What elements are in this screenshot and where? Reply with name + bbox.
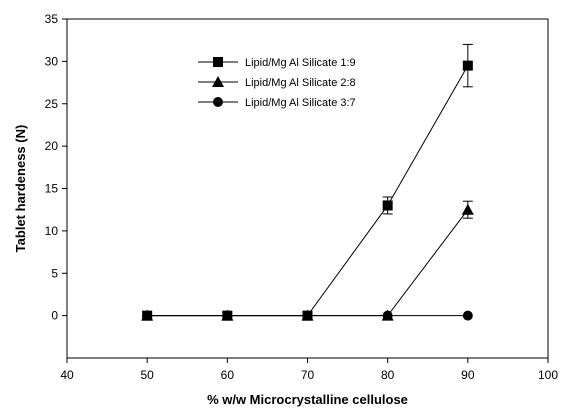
- x-tick-label: 50: [140, 368, 154, 382]
- x-tick-label: 40: [60, 368, 74, 382]
- x-tick-label: 80: [381, 368, 395, 382]
- legend-label: Lipid/Mg Al Silicate 2:8: [245, 77, 356, 89]
- x-tick-label: 70: [301, 368, 315, 382]
- y-tick-label: 0: [51, 309, 58, 323]
- y-tick-label: 5: [51, 266, 58, 280]
- legend: Lipid/Mg Al Silicate 1:9 Lipid/Mg Al Sili…: [198, 57, 356, 109]
- y-tick-label: 10: [45, 224, 59, 238]
- data-point: [461, 203, 474, 215]
- plot-frame: [66, 18, 549, 359]
- data-point: [222, 310, 233, 321]
- series-2: [141, 200, 474, 321]
- x-axis-title: % w/w Microcrystalline cellulose: [207, 392, 408, 407]
- x-tick-label: 60: [221, 368, 235, 382]
- legend-label: Lipid/Mg Al Silicate 1:9: [245, 57, 356, 69]
- legend-item-1: Lipid/Mg Al Silicate 1:9: [198, 57, 356, 69]
- data-point: [302, 310, 313, 321]
- series-layer: [141, 43, 474, 321]
- legend-marker: [213, 97, 223, 107]
- data-point: [462, 60, 473, 71]
- series-3: [142, 310, 473, 321]
- y-tick-label: 20: [45, 139, 59, 153]
- y-axis-title: Tablet hardeness (N): [13, 125, 28, 253]
- legend-marker: [212, 76, 224, 87]
- legend-item-3: Lipid/Mg Al Silicate 3:7: [198, 97, 356, 109]
- legend-item-2: Lipid/Mg Al Silicate 2:8: [198, 76, 356, 89]
- series-line: [147, 209, 469, 317]
- y-tick-label: 30: [45, 54, 59, 68]
- y-tick-label: 25: [45, 97, 59, 111]
- axis-ticks: 40 50 60 70 80 90 100 0 5 10 15 20 25 30 35: [45, 12, 559, 382]
- data-point: [382, 200, 393, 211]
- y-tick-label: 15: [45, 182, 59, 196]
- x-tick-label: 90: [461, 368, 475, 382]
- data-point: [142, 310, 153, 321]
- x-tick-label: 100: [538, 368, 558, 382]
- y-tick-label: 35: [45, 12, 59, 26]
- legend-marker: [213, 57, 223, 67]
- data-point: [462, 310, 473, 321]
- plot-border: [66, 18, 549, 359]
- legend-label: Lipid/Mg Al Silicate 3:7: [245, 97, 356, 109]
- data-point: [382, 310, 393, 321]
